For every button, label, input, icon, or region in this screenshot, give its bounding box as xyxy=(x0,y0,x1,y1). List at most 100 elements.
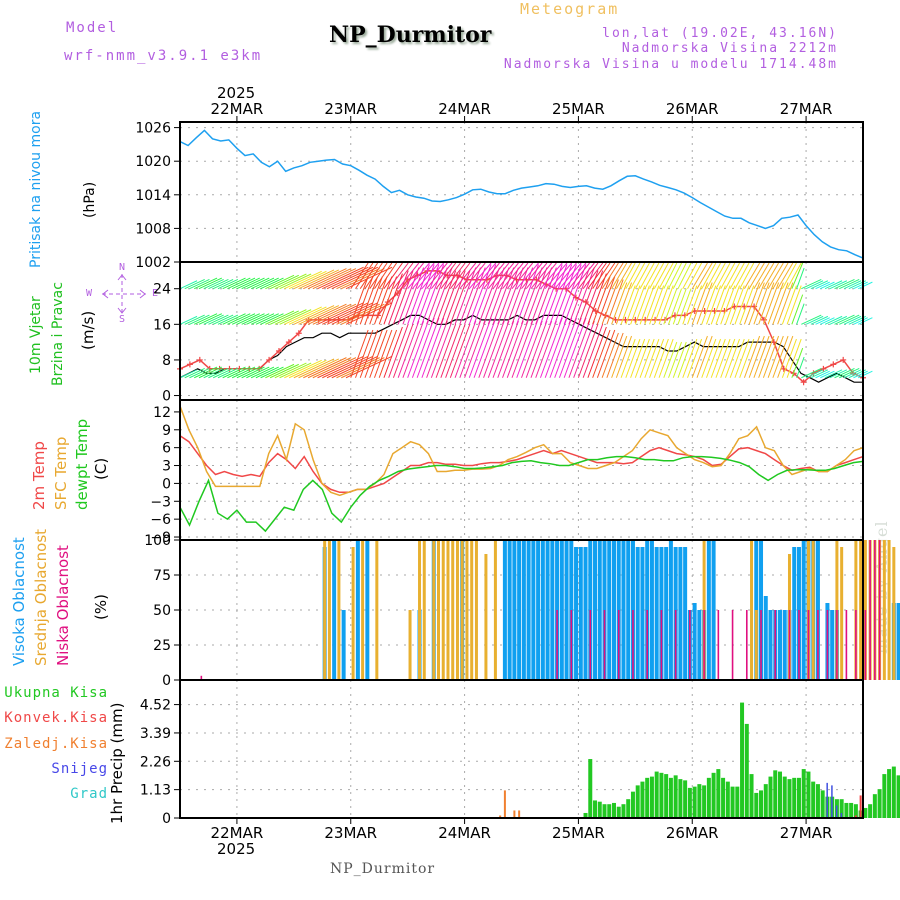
precip-bar xyxy=(811,781,816,818)
bottom-year-label: 2025 xyxy=(217,840,256,858)
precip-bar xyxy=(754,792,759,818)
cloud-bar xyxy=(574,547,579,680)
wind-arrow xyxy=(706,262,722,289)
wind-arrow xyxy=(194,313,218,325)
day-label-bottom: 24MAR xyxy=(438,824,491,842)
wind-arrow xyxy=(720,285,736,325)
day-label-bottom: 22MAR xyxy=(211,824,264,842)
wind-arrow xyxy=(241,277,265,290)
wind-arrow xyxy=(198,313,223,325)
wind-arrow xyxy=(663,341,678,378)
cloud-bar xyxy=(874,540,876,680)
wind-arrow xyxy=(606,279,624,325)
cloud-bar xyxy=(683,547,688,680)
wind-arrow xyxy=(758,262,775,289)
wind-arrow xyxy=(710,262,726,289)
cloud-bar xyxy=(692,603,697,680)
wind-arrow xyxy=(492,320,515,378)
y-tick-label: 16 xyxy=(153,317,171,333)
wind-arrow xyxy=(706,338,722,378)
cloud-bar xyxy=(559,540,564,680)
wind-arrow xyxy=(639,262,655,289)
cloud-bar xyxy=(531,540,536,680)
precip-bar xyxy=(725,781,730,818)
precip-bar xyxy=(839,799,844,818)
wind-arrow xyxy=(227,313,251,325)
precip-bar xyxy=(702,785,707,818)
wind-arrow xyxy=(601,262,619,289)
wind-arrow xyxy=(231,277,256,290)
wind-arrow xyxy=(578,262,599,290)
wind-arrow xyxy=(407,264,430,325)
day-label-bottom: 26MAR xyxy=(666,824,719,842)
wind-arrow xyxy=(468,262,492,290)
wind-arrow xyxy=(606,332,624,378)
wind-arrow xyxy=(359,329,379,378)
precip-bar-convective xyxy=(854,815,857,818)
wind-arrow xyxy=(706,285,722,325)
model-name: wrf-nmm_v3.9.1 e3km xyxy=(64,48,263,64)
wind-arrow xyxy=(587,273,607,325)
wind-arrow xyxy=(720,338,736,378)
wind-arrow xyxy=(260,366,284,379)
wind-arrow xyxy=(355,276,374,325)
wind-arrow xyxy=(341,357,385,379)
cloud-bar xyxy=(493,540,497,680)
precip-bar xyxy=(687,787,692,818)
wind-arrow xyxy=(739,285,755,325)
wind-arrow xyxy=(222,366,246,379)
wind-arrow xyxy=(743,282,761,325)
wind-arrow xyxy=(568,262,590,290)
cloud-bar xyxy=(801,540,806,680)
wind-arrow xyxy=(184,367,205,379)
wind-arrow xyxy=(312,268,357,290)
wind-arrow xyxy=(189,314,210,325)
wind-arrow xyxy=(573,267,595,325)
precip-bar xyxy=(872,794,877,818)
wind-arrow xyxy=(682,262,698,289)
wind-arrow xyxy=(421,264,445,325)
wind-arrow xyxy=(625,285,641,325)
cloud-bar xyxy=(830,610,835,680)
precip-bar-freezing xyxy=(503,790,506,818)
wind-arrow xyxy=(815,281,830,290)
series-line-2m-temp xyxy=(179,435,864,494)
wind-arrow xyxy=(644,285,660,325)
wind-arrow xyxy=(203,314,224,325)
wind-arrow xyxy=(725,262,740,289)
wind-arrow xyxy=(483,267,505,325)
cloud-bar xyxy=(855,610,857,680)
gust-marker xyxy=(830,361,837,368)
wind-arrow xyxy=(402,267,425,325)
wind-arrow xyxy=(416,264,440,325)
wind-arrow xyxy=(312,303,357,325)
precip-bar xyxy=(683,780,688,818)
wind-arrow xyxy=(663,288,678,325)
wind-arrow xyxy=(810,280,829,290)
wind-arrow xyxy=(801,367,822,379)
wind-arrow xyxy=(203,278,224,290)
cloud-bar xyxy=(597,540,602,680)
cloud-bar xyxy=(869,540,871,680)
wind-arrow xyxy=(250,277,275,290)
precip-bar-freezing xyxy=(518,810,521,818)
wind-arrow xyxy=(606,262,624,289)
wind-arrow xyxy=(554,317,577,378)
wind-arrow xyxy=(559,262,582,290)
precip-bar xyxy=(654,771,659,818)
wind-arrow xyxy=(274,273,307,290)
wind-arrow xyxy=(255,313,279,325)
wind-arrow xyxy=(853,281,868,290)
wind-arrow xyxy=(615,262,632,289)
cloud-bar xyxy=(337,540,341,680)
wind-arrow xyxy=(184,314,205,325)
wind-arrow xyxy=(739,338,755,378)
wind-arrow xyxy=(843,280,862,290)
footer-station: NP_Durmitor xyxy=(330,861,436,877)
cloud-bar xyxy=(768,610,773,680)
wind-arrow xyxy=(791,294,804,325)
cloud-bar xyxy=(845,610,848,680)
precip-bar xyxy=(721,777,726,818)
wind-arrow xyxy=(269,363,299,379)
wind-arrow xyxy=(331,266,379,290)
